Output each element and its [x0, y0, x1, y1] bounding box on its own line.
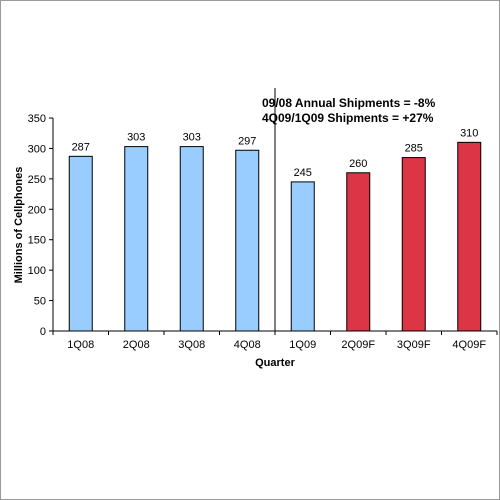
y-tick-label: 150	[28, 235, 46, 247]
bar	[179, 146, 204, 332]
x-tick-label: 1Q09	[289, 339, 316, 351]
bar	[290, 181, 315, 332]
x-tick-label: 2Q09F	[341, 339, 375, 351]
labels-layer: 0 50 100 150 200 250 300 350 287 1Q08 303 2Q08 303 3Q…	[28, 113, 487, 351]
annotation-quarter-shipments: 4Q09/1Q09 Shipments = +27%	[262, 111, 434, 125]
y-tick-label: 100	[28, 265, 46, 277]
x-tick-label: 4Q09F	[452, 339, 486, 351]
x-tick-label: 3Q08	[178, 339, 205, 351]
bar	[235, 149, 260, 332]
y-tick-label: 250	[28, 174, 46, 186]
annotation-annual-shipments: 09/08 Annual Shipments = -8%	[262, 96, 436, 110]
x-tick-label: 2Q08	[123, 339, 150, 351]
x-tick-label: 4Q08	[234, 339, 261, 351]
data-label: 287	[72, 141, 90, 153]
axes-layer	[49, 88, 498, 335]
y-tick-label: 50	[34, 296, 46, 308]
bar	[124, 146, 149, 332]
data-label: 310	[460, 127, 478, 139]
y-tick-label: 300	[28, 143, 46, 155]
bar	[346, 172, 371, 332]
data-label: 285	[405, 143, 423, 155]
data-label: 245	[294, 167, 312, 179]
bar	[401, 157, 426, 332]
data-label: 303	[183, 132, 201, 144]
y-tick-label: 0	[40, 326, 46, 338]
bars-layer	[68, 141, 482, 332]
y-axis-title: Millions of Cellphones	[13, 167, 25, 284]
bar	[68, 155, 93, 332]
bar	[457, 141, 482, 332]
y-tick-label: 350	[28, 113, 46, 125]
data-label: 297	[238, 135, 256, 147]
x-tick-label: 1Q08	[67, 339, 94, 351]
data-label: 260	[349, 158, 367, 170]
x-axis-title: Quarter	[255, 357, 295, 369]
y-tick-label: 200	[28, 204, 46, 216]
x-tick-label: 3Q09F	[397, 339, 431, 351]
data-label: 303	[127, 132, 145, 144]
